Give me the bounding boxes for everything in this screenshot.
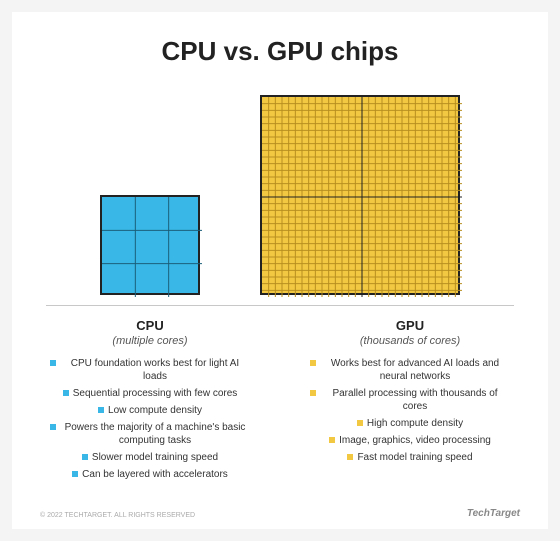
bullet-marker-icon [329, 437, 335, 443]
brand-text: TechTarget [467, 508, 520, 519]
infographic-card: CPU vs. GPU chips CPU (multiple cores) C… [12, 12, 548, 529]
bullet-item: CPU foundation works best for light AI l… [50, 357, 250, 383]
bullet-item: Image, graphics, video processing [310, 434, 510, 447]
bullet-marker-icon [357, 420, 363, 426]
bullet-item: Parallel processing with thousands of co… [310, 387, 510, 413]
bullet-text: High compute density [367, 417, 463, 430]
copyright-text: © 2022 TECHTARGET. ALL RIGHTS RESERVED [40, 512, 195, 519]
gpu-label-column: GPU (thousands of cores) Works best for … [310, 318, 510, 481]
gpu-name: GPU [310, 318, 510, 333]
bullet-text: Fast model training speed [357, 451, 472, 464]
bullet-item: Can be layered with accelerators [50, 468, 250, 481]
gpu-bullet-list: Works best for advanced AI loads and neu… [310, 357, 510, 464]
bullet-text: Powers the majority of a machine's basic… [60, 421, 250, 447]
bullet-marker-icon [310, 360, 316, 366]
cpu-chip [100, 195, 200, 295]
bullet-marker-icon [50, 360, 56, 366]
bullet-text: Can be layered with accelerators [82, 468, 228, 481]
bullet-item: Sequential processing with few cores [50, 387, 250, 400]
bullet-marker-icon [63, 390, 69, 396]
bullet-marker-icon [98, 407, 104, 413]
gpu-chip-column [260, 95, 460, 295]
bullet-marker-icon [72, 471, 78, 477]
bullet-text: Low compute density [108, 404, 202, 417]
gpu-chip [260, 95, 460, 295]
bullet-item: Fast model training speed [310, 451, 510, 464]
baseline-divider [46, 305, 514, 306]
bullet-item: Works best for advanced AI loads and neu… [310, 357, 510, 383]
labels-row: CPU (multiple cores) CPU foundation work… [40, 318, 520, 481]
bullet-text: CPU foundation works best for light AI l… [60, 357, 250, 383]
bullet-item: Powers the majority of a machine's basic… [50, 421, 250, 447]
bullet-text: Works best for advanced AI loads and neu… [320, 357, 510, 383]
gpu-subtitle: (thousands of cores) [310, 335, 510, 347]
cpu-label-column: CPU (multiple cores) CPU foundation work… [50, 318, 250, 481]
bullet-marker-icon [347, 454, 353, 460]
bullet-text: Image, graphics, video processing [339, 434, 491, 447]
cpu-name: CPU [50, 318, 250, 333]
bullet-item: High compute density [310, 417, 510, 430]
bullet-text: Parallel processing with thousands of co… [320, 387, 510, 413]
bullet-marker-icon [50, 424, 56, 430]
bullet-text: Sequential processing with few cores [73, 387, 238, 400]
cpu-bullet-list: CPU foundation works best for light AI l… [50, 357, 250, 481]
page-title: CPU vs. GPU chips [40, 36, 520, 67]
cpu-subtitle: (multiple cores) [50, 335, 250, 347]
bullet-text: Slower model training speed [92, 451, 218, 464]
footer: © 2022 TECHTARGET. ALL RIGHTS RESERVED T… [40, 500, 520, 519]
bullet-marker-icon [310, 390, 316, 396]
bullet-marker-icon [82, 454, 88, 460]
bullet-item: Slower model training speed [50, 451, 250, 464]
chip-row [40, 85, 520, 295]
cpu-chip-column [100, 195, 200, 295]
bullet-item: Low compute density [50, 404, 250, 417]
